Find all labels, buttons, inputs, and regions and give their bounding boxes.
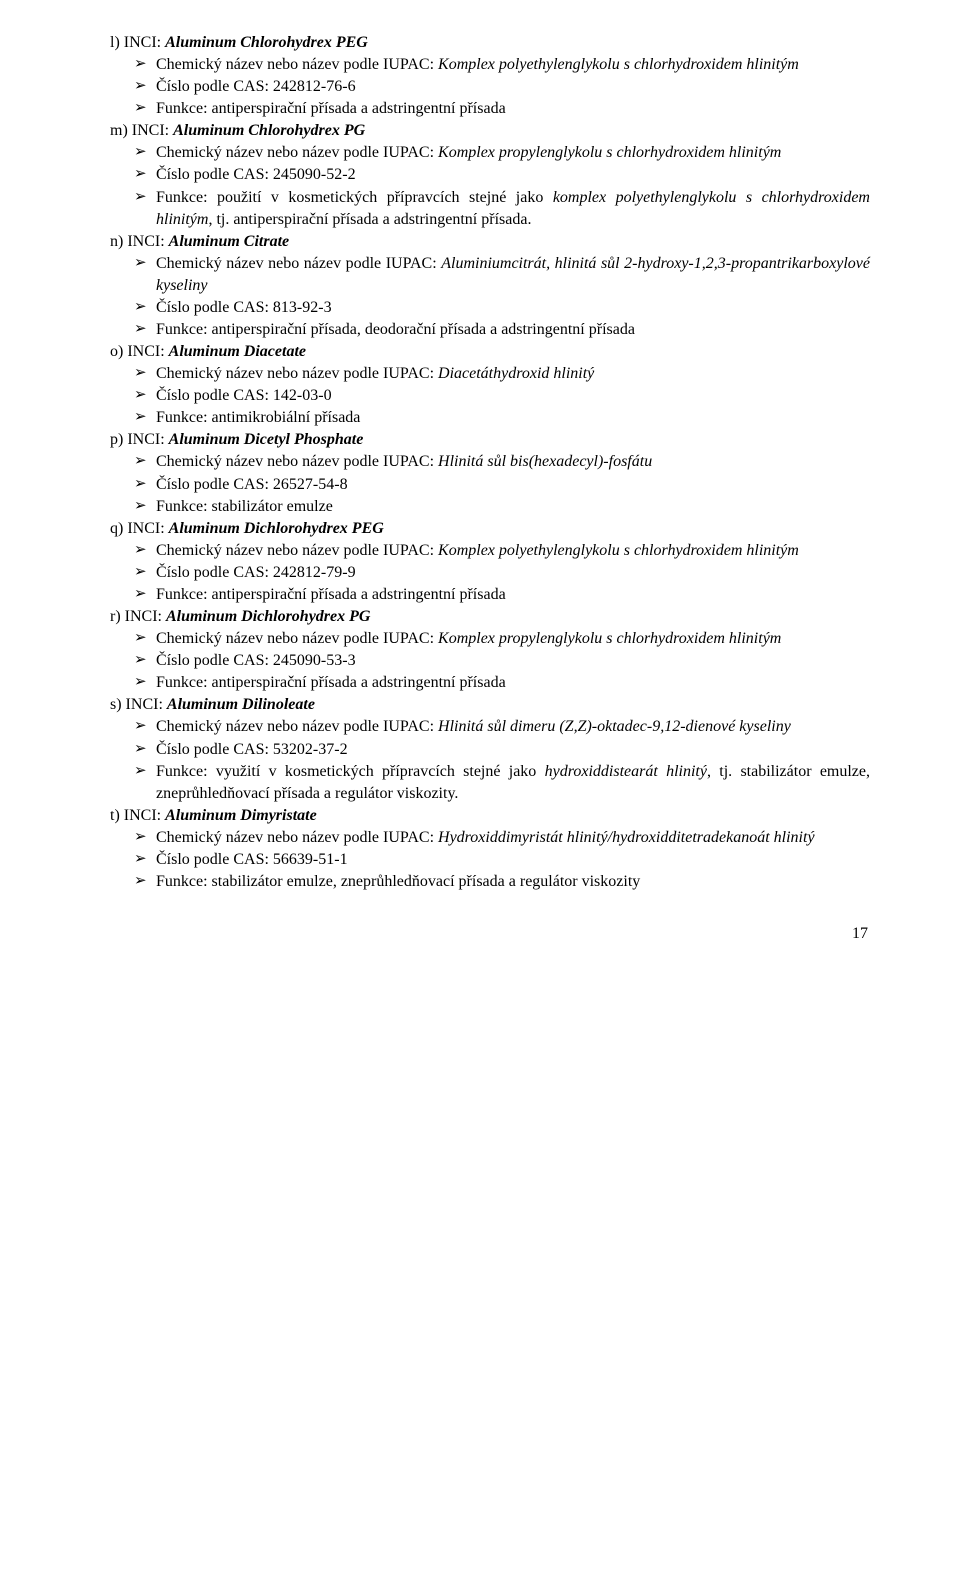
entry-header-o: o) INCI: Aluminum Diacetate xyxy=(110,341,870,363)
entry-header-p: p) INCI: Aluminum Dicetyl Phosphate xyxy=(110,429,870,451)
bullet-value: Hlinitá sůl bis(hexadecyl)-fosfátu xyxy=(438,453,652,470)
entry-bullets-o: Chemický název nebo název podle IUPAC: D… xyxy=(110,363,870,429)
page-number: 17 xyxy=(110,923,870,945)
entry-header-l: l) INCI: Aluminum Chlorohydrex PEG xyxy=(110,32,870,54)
entry-inci: Aluminum Dichlorohydrex PG xyxy=(166,608,370,625)
bullet-value: Komplex polyethylenglykolu s chlorhydrox… xyxy=(438,56,799,73)
bullet-value: Hlinitá sůl dimeru (Z,Z)-oktadec-9,12-di… xyxy=(438,718,791,735)
entry-header-s: s) INCI: Aluminum Dilinoleate xyxy=(110,694,870,716)
entry-inci: Aluminum Dilinoleate xyxy=(167,696,315,713)
entry-header-r: r) INCI: Aluminum Dichlorohydrex PG xyxy=(110,606,870,628)
bullet-value: Diacetáthydroxid hlinitý xyxy=(438,365,594,382)
entry-bullets-p: Chemický název nebo název podle IUPAC: H… xyxy=(110,451,870,517)
bullet-funkce: Funkce: stabilizátor emulze xyxy=(156,496,870,518)
entry-prefix: l) INCI: xyxy=(110,34,165,51)
entry-inci: Aluminum Chlorohydrex PG xyxy=(173,122,365,139)
bullet-cas: Číslo podle CAS: 56639-51-1 xyxy=(156,849,870,871)
bullet-chemname: Chemický název nebo název podle IUPAC: H… xyxy=(156,716,870,738)
bullet-value: Komplex propylenglykolu s chlorhydroxide… xyxy=(438,144,781,161)
bullet-chemname: Chemický název nebo název podle IUPAC: K… xyxy=(156,54,870,76)
bullet-label: Chemický název nebo název podle IUPAC: xyxy=(156,144,438,161)
entry-bullets-q: Chemický název nebo název podle IUPAC: K… xyxy=(110,540,870,606)
bullet-funkce: Funkce: použití v kosmetických přípravcí… xyxy=(156,187,870,231)
entry-prefix: t) INCI: xyxy=(110,807,165,824)
entry-inci: Aluminum Chlorohydrex PEG xyxy=(165,34,368,51)
entry-prefix: m) INCI: xyxy=(110,122,173,139)
bullet-cas: Číslo podle CAS: 242812-79-9 xyxy=(156,562,870,584)
bullet-value: Komplex polyethylenglykolu s chlorhydrox… xyxy=(438,542,799,559)
entry-header-q: q) INCI: Aluminum Dichlorohydrex PEG xyxy=(110,518,870,540)
bullet-text-b: hydroxiddistearát hlinitý xyxy=(545,763,707,780)
bullet-chemname: Chemický název nebo název podle IUPAC: K… xyxy=(156,540,870,562)
bullet-label: Chemický název nebo název podle IUPAC: xyxy=(156,630,438,647)
bullet-chemname: Chemický název nebo název podle IUPAC: H… xyxy=(156,451,870,473)
bullet-cas: Číslo podle CAS: 242812-76-6 xyxy=(156,76,870,98)
entry-bullets-s: Chemický název nebo název podle IUPAC: H… xyxy=(110,716,870,804)
bullet-chemname: Chemický název nebo název podle IUPAC: K… xyxy=(156,142,870,164)
bullet-funkce: Funkce: antiperspirační přísada a adstri… xyxy=(156,672,870,694)
bullet-label: Chemický název nebo název podle IUPAC: xyxy=(156,718,438,735)
entry-prefix: r) INCI: xyxy=(110,608,166,625)
entry-prefix: o) INCI: xyxy=(110,343,169,360)
bullet-chemname: Chemický název nebo název podle IUPAC: K… xyxy=(156,628,870,650)
bullet-value: Hydroxiddimyristát hlinitý/hydroxidditet… xyxy=(438,829,815,846)
bullet-label: Chemický název nebo název podle IUPAC: xyxy=(156,542,438,559)
bullet-cas: Číslo podle CAS: 813-92-3 xyxy=(156,297,870,319)
bullet-label: Chemický název nebo název podle IUPAC: xyxy=(156,453,438,470)
bullet-text-a: Funkce: využití v kosmetických přípravcí… xyxy=(156,763,545,780)
bullet-funkce: Funkce: antiperspirační přísada a adstri… xyxy=(156,98,870,120)
entry-prefix: q) INCI: xyxy=(110,520,169,537)
entry-prefix: s) INCI: xyxy=(110,696,167,713)
bullet-funkce: Funkce: antiperspirační přísada a adstri… xyxy=(156,584,870,606)
entry-bullets-r: Chemický název nebo název podle IUPAC: K… xyxy=(110,628,870,694)
entry-prefix: p) INCI: xyxy=(110,431,169,448)
bullet-cas: Číslo podle CAS: 245090-52-2 xyxy=(156,164,870,186)
bullet-cas: Číslo podle CAS: 26527-54-8 xyxy=(156,474,870,496)
bullet-funkce: Funkce: antiperspirační přísada, deodora… xyxy=(156,319,870,341)
bullet-funkce: Funkce: využití v kosmetických přípravcí… xyxy=(156,761,870,805)
bullet-funkce: Funkce: antimikrobiální přísada xyxy=(156,407,870,429)
bullet-funkce: Funkce: stabilizátor emulze, zneprůhledň… xyxy=(156,871,870,893)
entry-inci: Aluminum Dimyristate xyxy=(165,807,317,824)
entry-header-m: m) INCI: Aluminum Chlorohydrex PG xyxy=(110,120,870,142)
entry-bullets-m: Chemický název nebo název podle IUPAC: K… xyxy=(110,142,870,230)
bullet-value: Komplex propylenglykolu s chlorhydroxide… xyxy=(438,630,781,647)
bullet-cas: Číslo podle CAS: 53202-37-2 xyxy=(156,739,870,761)
bullet-chemname: Chemický název nebo název podle IUPAC: A… xyxy=(156,253,870,297)
bullet-text-a: Funkce: použití v kosmetických přípravcí… xyxy=(156,189,553,206)
entry-inci: Aluminum Dicetyl Phosphate xyxy=(169,431,364,448)
entry-inci: Aluminum Dichlorohydrex PEG xyxy=(169,520,384,537)
entry-prefix: n) INCI: xyxy=(110,233,169,250)
entry-bullets-n: Chemický název nebo název podle IUPAC: A… xyxy=(110,253,870,341)
bullet-text-c: , tj. antiperspirační přísada a adstring… xyxy=(208,211,531,228)
bullet-chemname: Chemický název nebo název podle IUPAC: H… xyxy=(156,827,870,849)
bullet-label: Chemický název nebo název podle IUPAC: xyxy=(156,255,441,272)
bullet-cas: Číslo podle CAS: 245090-53-3 xyxy=(156,650,870,672)
entry-header-n: n) INCI: Aluminum Citrate xyxy=(110,231,870,253)
bullet-label: Chemický název nebo název podle IUPAC: xyxy=(156,829,438,846)
entry-header-t: t) INCI: Aluminum Dimyristate xyxy=(110,805,870,827)
entry-bullets-l: Chemický název nebo název podle IUPAC: K… xyxy=(110,54,870,120)
bullet-label: Chemický název nebo název podle IUPAC: xyxy=(156,56,438,73)
entry-bullets-t: Chemický název nebo název podle IUPAC: H… xyxy=(110,827,870,893)
bullet-chemname: Chemický název nebo název podle IUPAC: D… xyxy=(156,363,870,385)
entry-inci: Aluminum Diacetate xyxy=(169,343,306,360)
bullet-cas: Číslo podle CAS: 142-03-0 xyxy=(156,385,870,407)
entry-inci: Aluminum Citrate xyxy=(169,233,289,250)
bullet-label: Chemický název nebo název podle IUPAC: xyxy=(156,365,438,382)
